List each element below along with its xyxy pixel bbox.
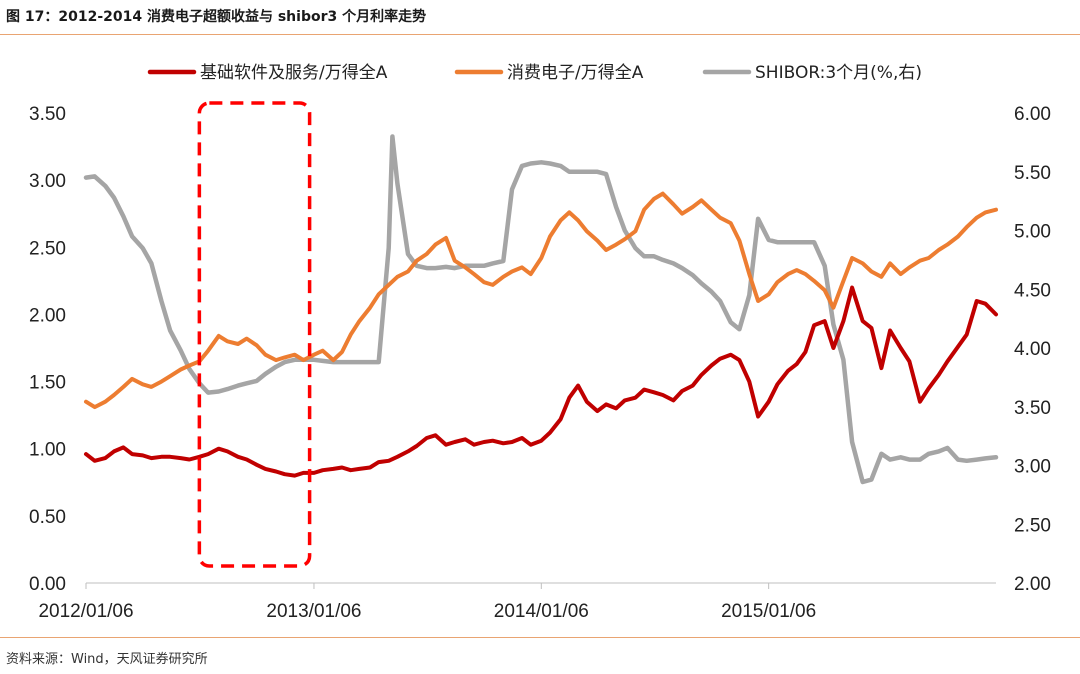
y-right-tick-label: 5.00 [1014, 222, 1051, 243]
highlight-box [197, 101, 312, 568]
y-right-tick-label: 4.00 [1014, 339, 1051, 360]
y-left-tick-label: 3.00 [29, 171, 66, 192]
legend: 基础软件及服务/万得全A 消费电子/万得全A SHIBOR:3个月(%,右) [147, 63, 922, 83]
y-left-tick-label: 2.50 [29, 238, 66, 259]
x-tick-label: 2012/01/06 [38, 601, 133, 622]
y-right-tick-label: 4.50 [1014, 280, 1051, 301]
y-right-tick-label: 2.50 [1014, 515, 1051, 536]
y-left-tick-label: 0.00 [29, 574, 66, 595]
y-left-tick-label: 1.00 [29, 440, 66, 461]
page-title: 图 17：2012-2014 消费电子超额收益与 shibor3 个月利率走势 [6, 9, 427, 25]
tick-labels: 0.00 0.50 1.00 1.50 2.00 2.50 3.00 3.50 2.00 2.50… [29, 104, 1051, 622]
legend-label-0: 基础软件及服务/万得全A [200, 63, 388, 83]
bottom-rule [0, 637, 1080, 638]
series-line-0 [84, 285, 998, 478]
y-left-tick-label: 1.50 [29, 373, 66, 394]
y-right-tick-label: 2.00 [1014, 574, 1051, 595]
legend-label-1: 消费电子/万得全A [507, 63, 644, 83]
y-left-tick-label: 3.50 [29, 104, 66, 125]
x-tick-label: 2015/01/06 [721, 601, 816, 622]
x-tick-label: 2013/01/06 [266, 601, 361, 622]
series-line-1 [84, 191, 998, 410]
series-group [83, 134, 999, 485]
top-rule [0, 34, 1080, 35]
y-left-tick-label: 0.50 [29, 507, 66, 528]
x-tick-label: 2014/01/06 [494, 601, 589, 622]
series-line-2 [83, 134, 999, 485]
y-right-tick-label: 5.50 [1014, 163, 1051, 184]
y-right-tick-label: 3.50 [1014, 398, 1051, 419]
y-right-tick-label: 3.00 [1014, 457, 1051, 478]
y-right-tick-label: 6.00 [1014, 104, 1051, 125]
y-left-tick-label: 2.00 [29, 305, 66, 326]
source-note: 资料来源：Wind，天风证券研究所 [6, 652, 208, 667]
legend-label-2: SHIBOR:3个月(%,右) [755, 63, 922, 83]
